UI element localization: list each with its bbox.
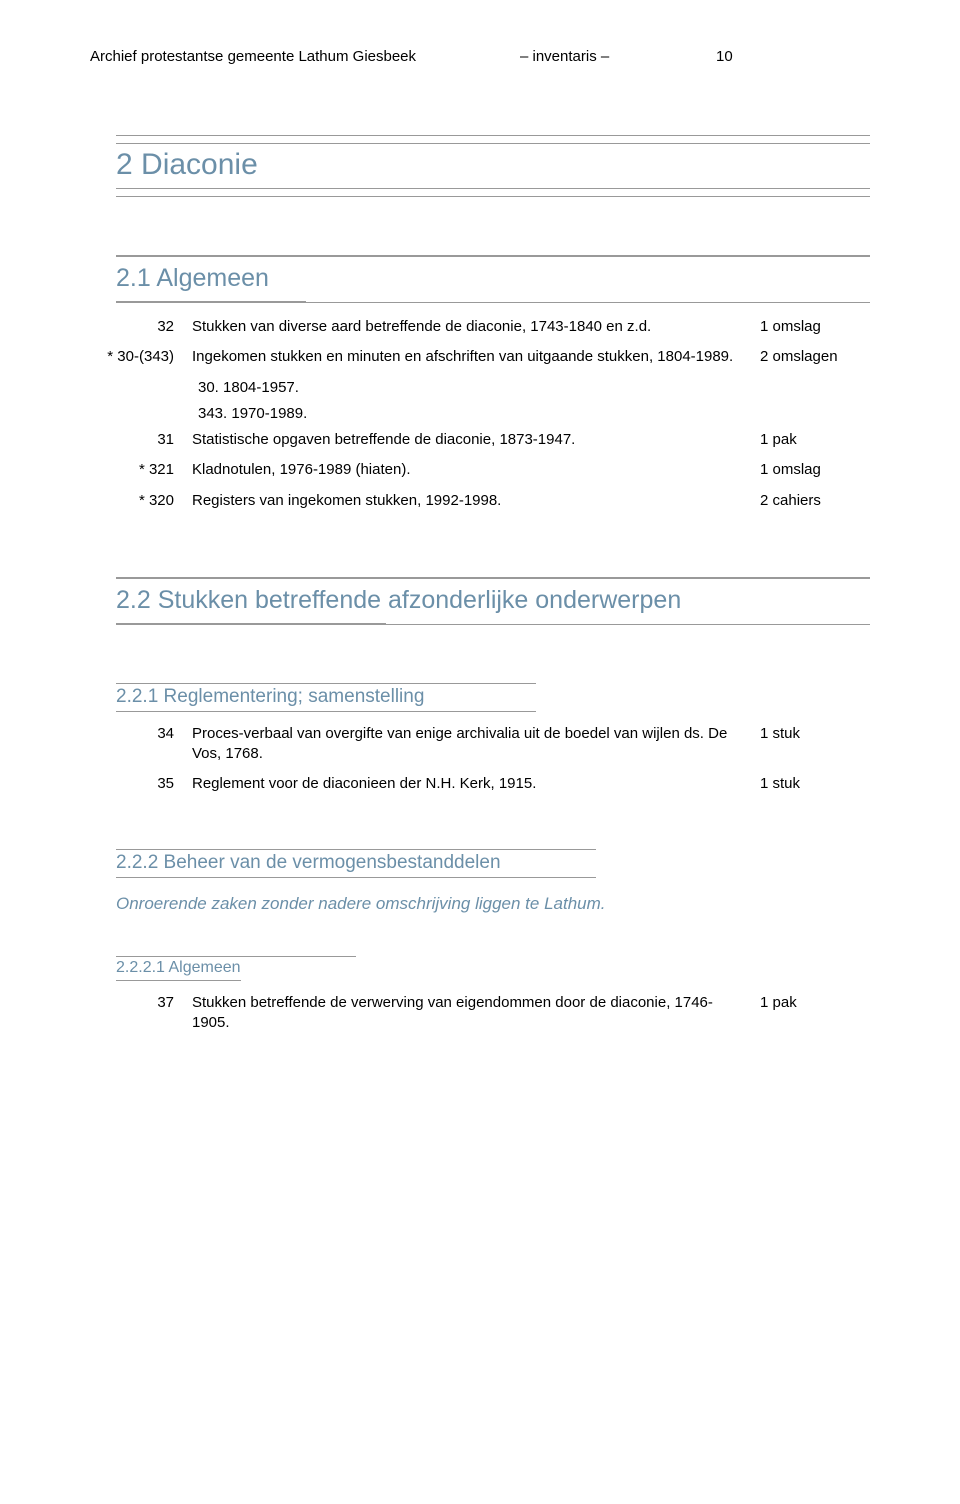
section-note: Onroerende zaken zonder nadere omschrijv… xyxy=(116,890,870,918)
h2a-title: Algemeen xyxy=(156,264,269,292)
page-header: Archief protestantse gemeente Lathum Gie… xyxy=(90,48,870,65)
inventory-entry: * 321 Kladnotulen, 1976-1989 (hiaten). 1… xyxy=(90,460,870,480)
inventory-entry: 34 Proces-verbaal van overgifte van enig… xyxy=(90,724,870,765)
entry-description: Ingekomen stukken en minuten en afschrif… xyxy=(192,347,748,367)
entry-description: Registers van ingekomen stukken, 1992-19… xyxy=(192,491,748,511)
section-heading-2b: 2.2 Stukken betreffende afzonderlijke on… xyxy=(116,577,870,625)
entry-extent: 1 omslag xyxy=(760,460,870,480)
inventory-entry: 32 Stukken van diverse aard betreffende … xyxy=(90,317,870,337)
entry-number: 34 xyxy=(90,724,180,765)
h1-number: 2 xyxy=(116,148,133,181)
inventory-entry: 37 Stukken betreffende de verwerving van… xyxy=(90,993,870,1034)
h2b-title: Stukken betreffende afzonderlijke onderw… xyxy=(158,586,682,614)
entry-description: Statistische opgaven betreffende de diac… xyxy=(192,430,748,450)
h5a-number: 2.2.2.1 xyxy=(116,959,165,976)
header-page-number: 10 xyxy=(716,48,733,65)
h2a-number: 2.1 xyxy=(116,264,151,292)
inventory-entry: 31 Statistische opgaven betreffende de d… xyxy=(90,430,870,450)
entry-description: Stukken betreffende de verwerving van ei… xyxy=(192,993,748,1034)
entry-description: Reglement voor de diaconieen der N.H. Ke… xyxy=(192,774,748,794)
entry-extent: 2 omslagen xyxy=(760,347,870,367)
section-note-text: Onroerende zaken zonder nadere omschrijv… xyxy=(116,890,870,918)
entry-extent: 1 stuk xyxy=(760,774,870,794)
sub-entry: 30. 1804-1957. xyxy=(198,378,870,398)
h3b-title: Beheer van de vermogensbestanddelen xyxy=(164,852,501,873)
header-archive-title: Archief protestantse gemeente Lathum Gie… xyxy=(90,48,416,65)
h1-title: Diaconie xyxy=(141,148,258,181)
entry-description: Stukken van diverse aard betreffende de … xyxy=(192,317,748,337)
entry-number: * 321 xyxy=(90,460,180,480)
h2b-number: 2.2 xyxy=(116,586,151,614)
entry-extent: 1 pak xyxy=(760,993,870,1034)
h3b-number: 2.2.2 xyxy=(116,852,158,873)
entry-extent: 2 cahiers xyxy=(760,491,870,511)
entry-number: 35 xyxy=(90,774,180,794)
h3a-number: 2.2.1 xyxy=(116,686,158,707)
entry-extent: 1 omslag xyxy=(760,317,870,337)
entry-number: * 320 xyxy=(90,491,180,511)
section-heading-3a: 2.2.1 Reglementering; samenstelling xyxy=(116,683,536,712)
h3a-title: Reglementering; samenstelling xyxy=(164,686,425,707)
inventory-entry: * 30-(343) Ingekomen stukken en minuten … xyxy=(90,347,870,367)
inventory-entry: 35 Reglement voor de diaconieen der N.H.… xyxy=(90,774,870,794)
entry-number: * 30-(343) xyxy=(90,347,180,367)
inventory-entry: * 320 Registers van ingekomen stukken, 1… xyxy=(90,491,870,511)
entry-extent: 1 stuk xyxy=(760,724,870,765)
section-heading-1: 2 Diaconie xyxy=(116,135,870,197)
entry-number: 32 xyxy=(90,317,180,337)
section-heading-3b: 2.2.2 Beheer van de vermogensbestanddele… xyxy=(116,849,596,878)
sub-entry: 343. 1970-1989. xyxy=(198,404,870,424)
entry-extent: 1 pak xyxy=(760,430,870,450)
header-section-label: – inventaris – xyxy=(520,48,609,65)
entry-description: Kladnotulen, 1976-1989 (hiaten). xyxy=(192,460,748,480)
section-heading-2a: 2.1 Algemeen xyxy=(116,255,870,303)
entry-number: 37 xyxy=(90,993,180,1034)
entry-number: 31 xyxy=(90,430,180,450)
h5a-title: Algemeen xyxy=(169,959,241,976)
section-heading-5a: 2.2.2.1 Algemeen xyxy=(116,956,356,981)
entry-description: Proces-verbaal van overgifte van enige a… xyxy=(192,724,748,765)
